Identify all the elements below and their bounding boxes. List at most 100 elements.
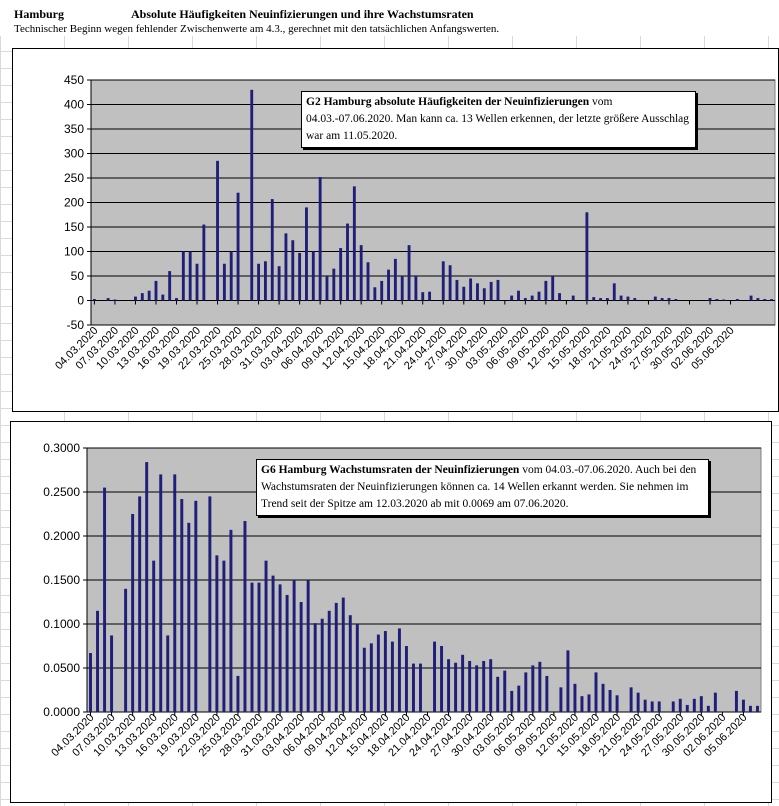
abs-ytick-label: -50 [67, 318, 85, 332]
abs-bar [421, 292, 425, 301]
abs-bar [305, 207, 308, 301]
annotation-absolute-title: G2 Hamburg absolute Häufigkeiten der Neu… [306, 96, 590, 108]
abs-bar [168, 271, 172, 301]
rate-bar [341, 597, 345, 712]
rate-bar [383, 631, 387, 712]
abs-bar [298, 252, 302, 301]
abs-ytick-label: 400 [64, 98, 84, 112]
abs-bar [106, 298, 110, 301]
rate-bar [369, 643, 373, 712]
abs-bar [605, 298, 609, 301]
rate-ytick-label: 0.0000 [43, 705, 80, 719]
abs-bar [387, 269, 390, 301]
abs-ytick-label: 450 [64, 73, 84, 87]
rate-bar [475, 665, 479, 712]
rate-bar [306, 580, 310, 712]
abs-bar [530, 295, 534, 301]
rate-bar [587, 694, 591, 712]
rate-bar [110, 635, 114, 712]
annotation-growth-title: G6 Hamburg Wachstumsraten der Neuinfizie… [261, 464, 520, 476]
rate-bar [531, 665, 535, 712]
abs-bar [175, 298, 178, 301]
abs-bar [373, 287, 377, 301]
abs-bar [523, 298, 527, 301]
abs-bar [311, 251, 315, 301]
abs-bar [291, 240, 295, 301]
abs-ytick-label: 300 [64, 147, 84, 161]
abs-ytick-label: 350 [64, 122, 84, 136]
abs-bar [448, 265, 452, 301]
abs-bar [510, 295, 514, 301]
abs-bar [140, 293, 144, 301]
rate-bar [566, 650, 570, 712]
rate-bar [215, 555, 219, 712]
abs-bar [667, 298, 671, 301]
rate-bar [334, 602, 338, 712]
rate-bar [180, 499, 184, 712]
abs-bar [352, 186, 356, 301]
rate-bar [124, 588, 128, 712]
rate-bar [313, 623, 317, 712]
rate-bar [636, 692, 640, 712]
abs-bar [92, 299, 96, 301]
rate-bar [440, 646, 444, 712]
rate-bar [327, 610, 331, 712]
abs-bar [325, 276, 329, 301]
rate-bar [278, 584, 282, 712]
abs-bar [633, 298, 637, 301]
rate-bar [433, 641, 437, 712]
rate-bar [713, 692, 717, 712]
abs-bar [571, 295, 575, 301]
header-title: Absolute Häufigkeiten Neuinfizierungen u… [131, 7, 474, 21]
rate-bar [643, 699, 647, 712]
rate-bar [138, 496, 142, 712]
abs-bar [400, 276, 404, 301]
sheet-header: Hamburg Absolute Häufigkeiten Neuinfizie… [0, 0, 779, 36]
annotation-absolute[interactable]: G2 Hamburg absolute Häufigkeiten der Neu… [301, 91, 696, 148]
rate-bar [292, 580, 296, 712]
abs-bar [537, 291, 541, 301]
abs-bar [339, 248, 343, 301]
chart-growth-rates[interactable]: 0.0000 0.0500 0.1000 0.1500 0.2000 0.2500 0.30… [10, 421, 772, 803]
abs-bar [517, 290, 520, 301]
rate-bar [222, 560, 226, 712]
rate-bar [524, 672, 528, 712]
rate-bar [482, 660, 486, 712]
abs-bar [263, 261, 267, 301]
abs-bar [134, 296, 137, 301]
rate-bar [706, 705, 710, 712]
abs-bar [284, 233, 288, 301]
rate-bar [173, 474, 177, 712]
rate-ytick-label: 0.2000 [43, 529, 80, 543]
rate-bar [580, 696, 584, 712]
annotation-absolute-text: vom 04.03.-07.06.2020. Man kann ca. 13 W… [306, 96, 690, 142]
abs-bar [756, 298, 760, 301]
rate-bar [629, 687, 633, 712]
abs-bar [236, 192, 240, 301]
rate-bar [320, 618, 324, 712]
abs-bar [188, 251, 192, 301]
chart-absolute-counts[interactable]: -50 0 50 100 150 200 250 300 350 400 450 04.03.2020… [12, 48, 779, 412]
rate-bar [187, 522, 191, 712]
rate-bar [264, 560, 268, 712]
rate-bar [608, 690, 612, 712]
rate-bar [671, 701, 675, 712]
rate-bar [152, 560, 156, 712]
rate-bar [208, 496, 212, 712]
abs-bar [592, 297, 596, 301]
abs-bar [257, 263, 261, 301]
rate-bar [685, 704, 689, 712]
abs-bar [489, 281, 493, 301]
abs-bar [332, 268, 336, 301]
rate-bar [397, 628, 401, 712]
rate-bar [236, 675, 240, 712]
abs-bar [619, 295, 623, 301]
annotation-growth[interactable]: G6 Hamburg Wachstumsraten der Neuinfizie… [256, 459, 709, 516]
abs-bar [181, 251, 185, 301]
abs-bar [715, 299, 719, 301]
abs-bar [229, 251, 233, 301]
abs-bar [763, 299, 767, 301]
rate-bar [468, 660, 472, 712]
abs-bar [544, 280, 548, 301]
abs-bar [366, 262, 370, 301]
